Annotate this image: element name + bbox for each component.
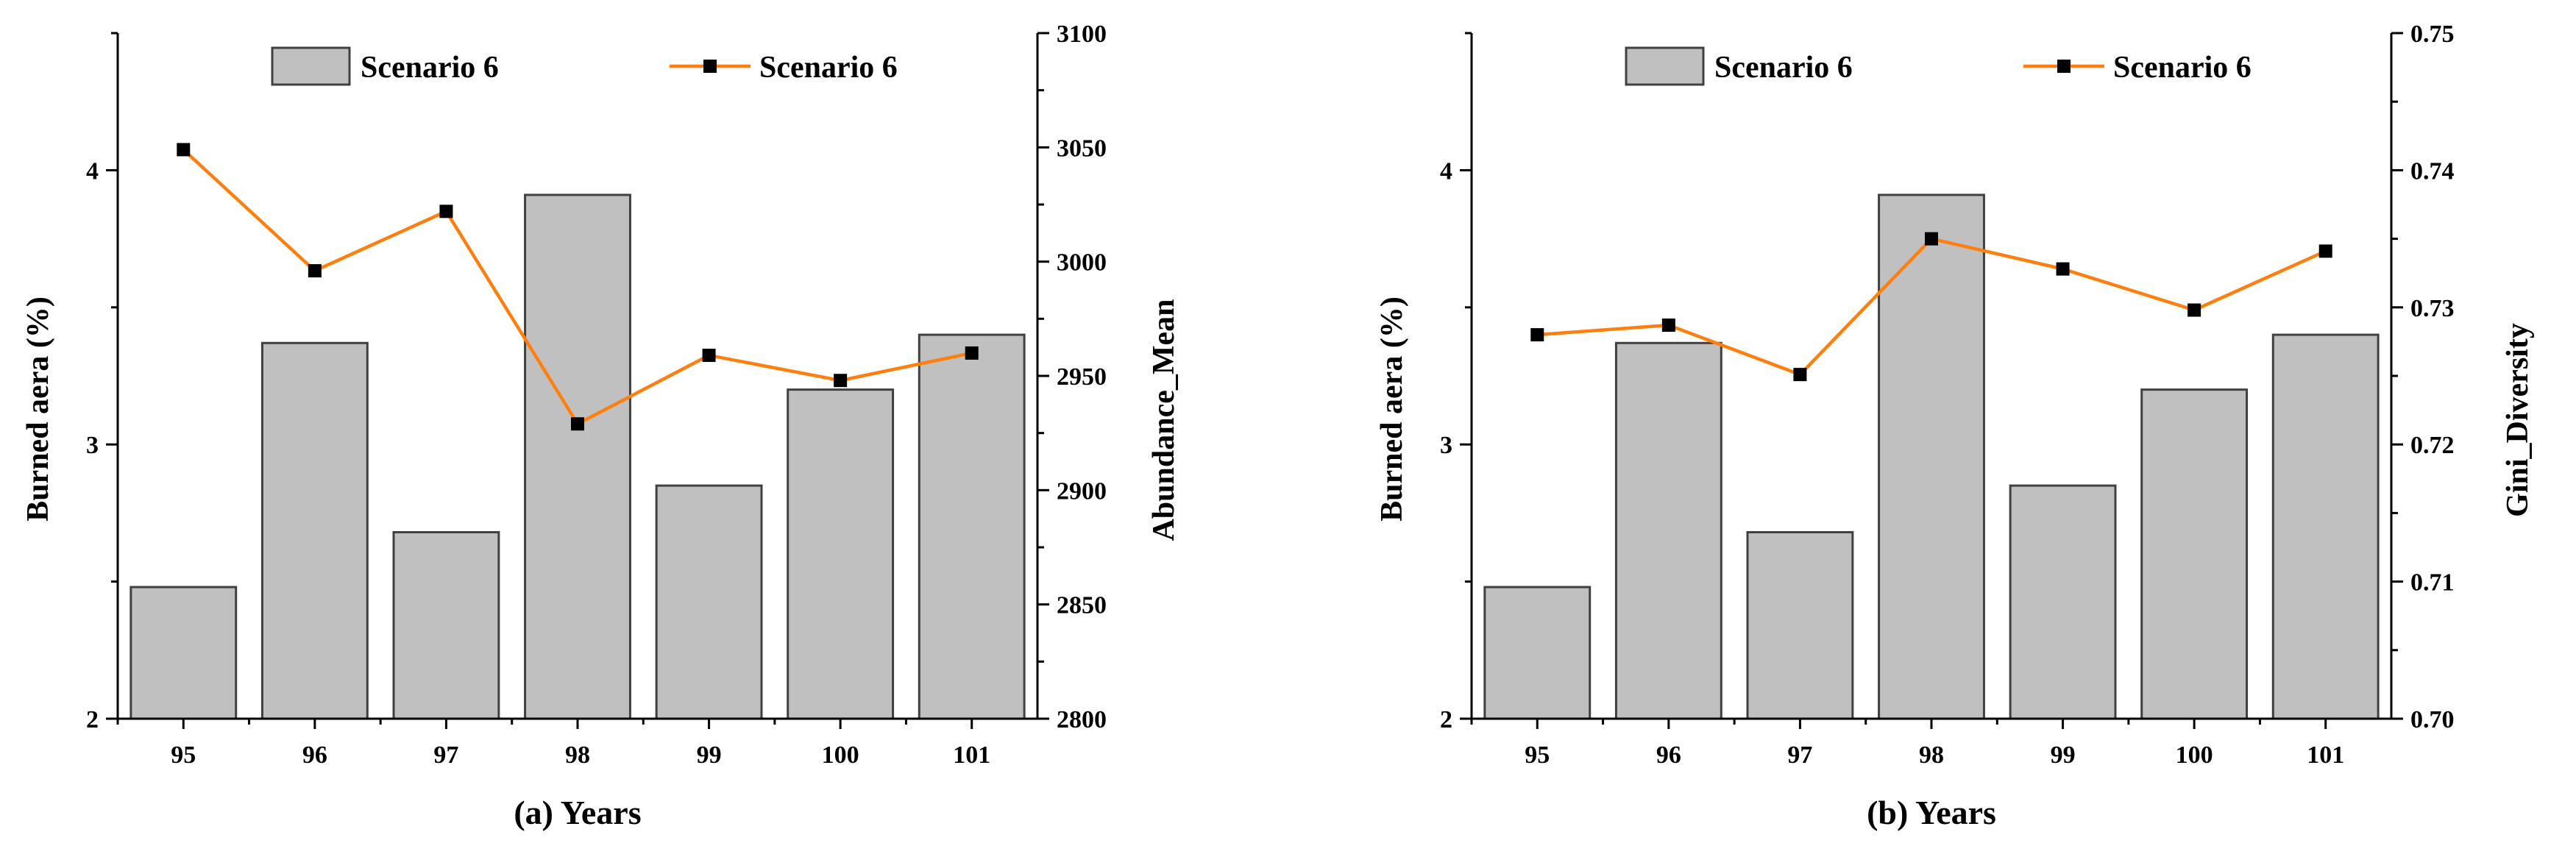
bar-101 <box>2271 333 2380 720</box>
bar-97 <box>1746 530 1854 720</box>
chart-panel-a: 2 3 4 2800 2850 2900 2950 3000 3050 3100 95 96 97 98 9… <box>21 21 1181 831</box>
left-tick-label: 2 <box>1440 706 1452 733</box>
x-axis-title: (a) Years <box>514 794 641 831</box>
left-tick-label: 3 <box>86 432 99 459</box>
legend: Scenario 6 Scenario 6 <box>1625 46 2252 86</box>
right-tick-label: 2850 <box>1057 592 1107 619</box>
left-tick-label: 4 <box>86 157 99 185</box>
legend-marker-swatch <box>2057 60 2071 73</box>
right-tick-label: 3100 <box>1057 21 1107 48</box>
bar-97 <box>392 530 500 720</box>
bar-95 <box>129 586 238 720</box>
x-tick-label: 100 <box>2176 742 2213 769</box>
x-tick-label: 100 <box>822 742 859 769</box>
line-point-96 <box>308 264 322 278</box>
x-tick-label: 98 <box>565 742 590 769</box>
line-point-100 <box>2188 303 2201 317</box>
legend-label-line: Scenario 6 <box>759 51 898 85</box>
right-tick-label: 2800 <box>1057 706 1107 733</box>
bar-99 <box>2009 484 2117 720</box>
x-tick-label: 96 <box>1656 742 1681 769</box>
bar-101 <box>918 333 1026 720</box>
legend-label-bar: Scenario 6 <box>361 51 499 85</box>
y-axis-left-label: Burned aera (%) <box>1375 296 1409 522</box>
right-tick-label: 2900 <box>1057 477 1107 505</box>
left-tick-label: 3 <box>1440 432 1452 459</box>
bar-99 <box>655 484 763 720</box>
y-axis-right-label: Abundance_Mean <box>1147 299 1181 541</box>
line-point-96 <box>1661 319 1675 333</box>
bar-95 <box>1483 586 1592 720</box>
right-tick-label: 0.75 <box>2410 21 2455 48</box>
bar-100 <box>787 388 895 720</box>
bar-96 <box>1614 341 1722 720</box>
y-axis-right-label: Gini_Diversity <box>2501 323 2535 517</box>
x-tick-label: 96 <box>302 742 327 769</box>
line-point-101 <box>2318 244 2332 258</box>
x-tick-label: 101 <box>2307 742 2344 769</box>
right-tick-label: 2950 <box>1057 363 1107 391</box>
legend-bar-swatch <box>1625 46 1705 86</box>
x-tick-label: 99 <box>697 742 722 769</box>
line-point-95 <box>177 143 191 157</box>
x-tick-label: 95 <box>171 742 196 769</box>
chart-panel-b: 2 3 4 0.70 0.71 0.72 0.73 0.74 0.75 95 96 97 98 99 100… <box>1375 21 2535 831</box>
line-point-97 <box>1793 368 1807 382</box>
line-point-95 <box>1530 328 1544 342</box>
bar-98 <box>1878 193 1985 720</box>
line-point-100 <box>834 374 848 388</box>
legend-bar-swatch <box>271 46 351 86</box>
left-tick-label: 2 <box>86 706 99 733</box>
right-tick-label: 3000 <box>1057 249 1107 277</box>
legend: Scenario 6 Scenario 6 <box>271 46 898 86</box>
x-tick-label: 101 <box>953 742 990 769</box>
left-tick-label: 4 <box>1440 157 1452 185</box>
x-tick-label: 98 <box>1919 742 1944 769</box>
legend-label-line: Scenario 6 <box>2113 51 2252 85</box>
legend-marker-swatch <box>703 60 717 73</box>
x-tick-label: 97 <box>1787 742 1812 769</box>
bar-100 <box>2140 388 2249 720</box>
line-point-99 <box>702 349 716 363</box>
line-point-101 <box>965 346 979 360</box>
right-tick-label: 0.74 <box>2410 157 2455 185</box>
right-tick-label: 0.73 <box>2410 295 2455 322</box>
x-tick-label: 95 <box>1525 742 1550 769</box>
right-tick-label: 0.72 <box>2410 432 2455 459</box>
line-point-98 <box>1925 232 1938 246</box>
line-point-98 <box>571 417 584 431</box>
right-tick-label: 0.71 <box>2410 569 2455 597</box>
x-tick-label: 99 <box>2051 742 2076 769</box>
legend-label-bar: Scenario 6 <box>1714 51 1853 85</box>
line-point-97 <box>439 205 453 218</box>
right-tick-label: 3050 <box>1057 135 1107 162</box>
x-axis-title: (b) Years <box>1867 794 1996 831</box>
bar-98 <box>524 193 631 720</box>
line-point-99 <box>2056 262 2070 276</box>
y-axis-left-label: Burned aera (%) <box>21 296 55 522</box>
x-tick-label: 97 <box>433 742 458 769</box>
right-tick-label: 0.70 <box>2410 706 2455 733</box>
bar-96 <box>260 341 369 720</box>
